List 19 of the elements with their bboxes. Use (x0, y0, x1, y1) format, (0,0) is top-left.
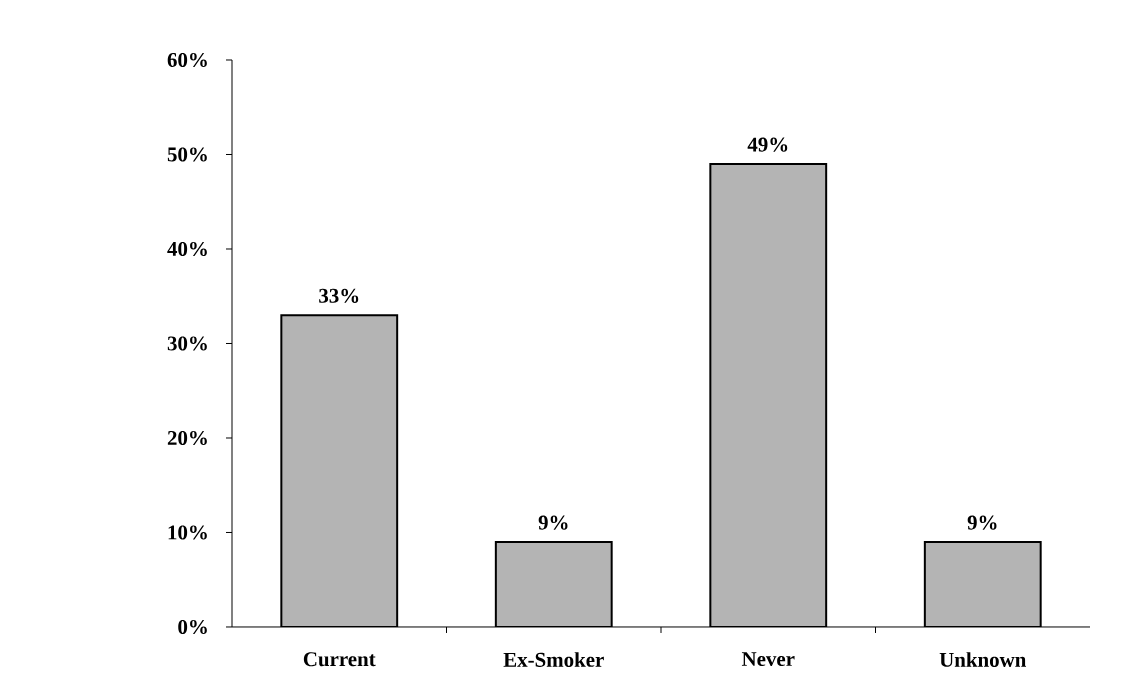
y-tick-label: 20% (167, 430, 207, 446)
x-tick-label: Ex-Smoker (503, 652, 604, 667)
bar (709, 162, 828, 627)
y-tick-label: 0% (178, 619, 207, 635)
data-label: 9% (967, 515, 997, 530)
data-label: 49% (747, 137, 788, 152)
x-tick-label: Unknown (939, 652, 1027, 667)
x-tick-label: Never (741, 652, 795, 667)
y-tick-label: 50% (167, 147, 207, 162)
data-label: 9% (538, 515, 568, 530)
y-tick-label: 30% (167, 336, 207, 351)
bar (923, 540, 1042, 627)
y-tick-label: 40% (167, 241, 207, 257)
bar (280, 314, 399, 627)
y-tick-label: 10% (168, 525, 207, 540)
y-tick-label: 60% (167, 52, 207, 68)
x-tick-label: Current (303, 652, 376, 667)
bar (494, 540, 613, 627)
data-label: 33% (319, 288, 359, 303)
